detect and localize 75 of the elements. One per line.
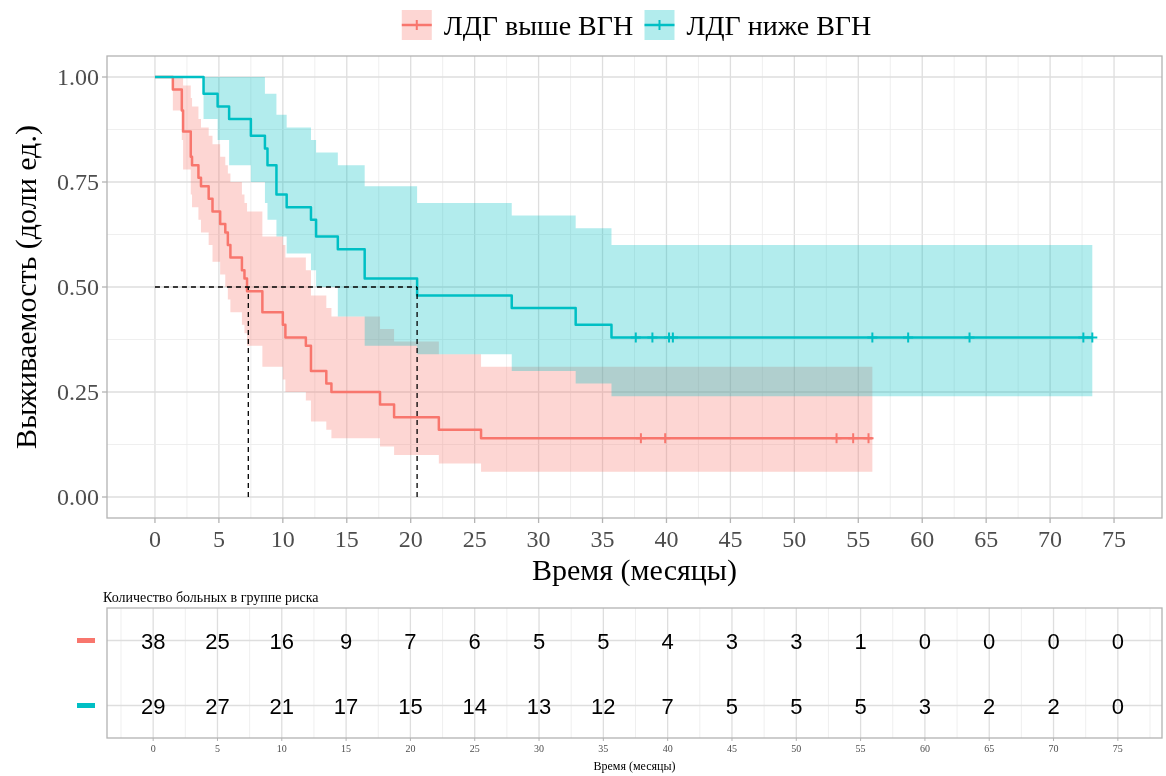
y-tick-label: 0.25 [57,379,99,405]
data-label: 3 [725,628,739,654]
data-label: 3 [918,693,932,719]
data-label: 0 [1047,628,1060,654]
data-label: 3 [790,628,803,654]
data-label: 5 [854,693,867,719]
data-label: 16 [269,628,295,654]
legend-label: ЛДГ выше ВГН [443,10,634,41]
data-label: 5 [790,693,803,719]
data-label: 5 [532,628,546,654]
x-tick-label: 65 [974,526,999,552]
data-label: 15 [398,693,423,719]
data-label: 2 [1047,693,1060,719]
x-tick-label: 0 [150,743,156,754]
y-tick-label: 0.00 [57,484,99,510]
chart-title: Количество больных в группе риска [103,590,320,605]
x-tick-label: 0 [148,526,161,552]
x-tick-label: 5 [212,526,225,552]
x-tick-label: 5 [214,743,220,754]
x-tick-label: 40 [654,526,679,552]
x-tick-label: 10 [276,743,287,754]
data-label: 17 [333,693,359,719]
data-label: 5 [725,693,739,719]
x-tick-label: 45 [726,743,737,754]
x-tick-label: 55 [846,526,871,552]
x-tick-label: 55 [855,743,866,754]
data-label: 9 [339,628,353,654]
x-tick-label: 20 [405,743,416,754]
x-tick-label: 50 [782,526,807,552]
x-tick-label: 20 [398,526,423,552]
x-tick-label: 75 [1102,526,1127,552]
y-tick-label: 0.75 [57,169,99,195]
x-tick-label: 30 [534,743,545,754]
data-label: 13 [526,693,552,719]
data-label: 0 [1111,693,1124,719]
data-label: 0 [1111,628,1124,654]
data-label: 4 [661,628,674,654]
data-label: 5 [597,628,610,654]
data-label: 7 [661,693,674,719]
x-tick-label: 70 [1048,743,1059,754]
x-tick-label: 75 [1112,743,1123,754]
x-tick-label: 45 [718,526,743,552]
data-label: 6 [468,628,481,654]
x-tick-label: 65 [984,743,995,754]
y-axis-title: Выживаемость (доли ед.) [9,125,43,449]
x-tick-label: 15 [334,526,359,552]
data-label: 0 [918,628,932,654]
x-tick-label: 40 [662,743,673,754]
x-axis-title: Время (месяцы) [532,553,737,587]
data-label: 38 [140,628,166,654]
x-tick-label: 15 [341,743,352,754]
x-tick-label: 25 [462,526,487,552]
data-label: 12 [591,693,616,719]
data-label: 1 [854,628,867,654]
y-tick-label: 0.50 [57,274,99,300]
data-label: 0 [983,628,996,654]
x-axis-title: Время (месяцы) [593,759,676,773]
data-label: 14 [462,693,487,719]
x-tick-label: 25 [469,743,480,754]
legend-label: ЛДГ ниже ВГН [686,10,872,41]
data-label: 25 [205,628,230,654]
x-tick-label: 35 [598,743,609,754]
y-tick-label: 1.00 [57,64,99,90]
x-tick-label: 60 [910,526,935,552]
data-label: 27 [205,693,230,719]
data-label: 21 [269,693,295,719]
data-label: 29 [140,693,166,719]
x-tick-label: 50 [791,743,802,754]
x-tick-label: 60 [919,743,930,754]
data-label: 2 [983,693,996,719]
data-label: 7 [404,628,417,654]
x-tick-label: 30 [526,526,551,552]
x-tick-label: 10 [270,526,295,552]
x-tick-label: 70 [1038,526,1063,552]
x-tick-label: 35 [590,526,615,552]
